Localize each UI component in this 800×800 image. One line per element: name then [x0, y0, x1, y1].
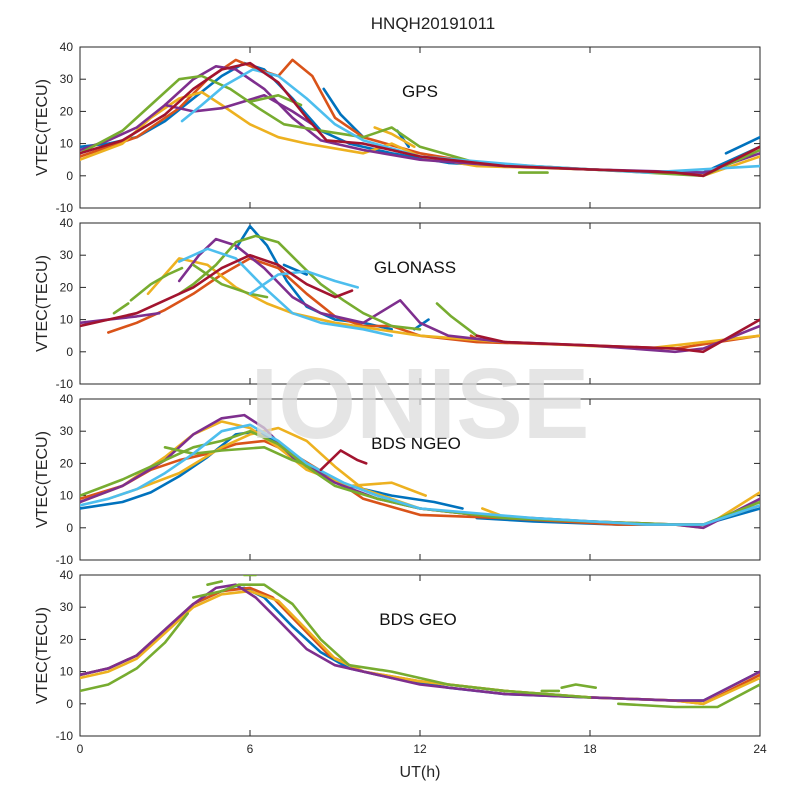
- y-tick-label: -10: [56, 553, 74, 567]
- y-tick-label: 10: [60, 313, 74, 327]
- vtec-series-line: [80, 311, 161, 325]
- vtec-series-line: [177, 237, 760, 354]
- plot-area: [79, 398, 761, 561]
- y-tick-label: 0: [66, 521, 73, 535]
- vtec-series-line: [560, 683, 597, 689]
- vtec-series-line: [724, 135, 760, 155]
- vtec-series-line: [80, 423, 760, 526]
- y-tick-label: 40: [60, 568, 74, 582]
- vtec-series-line: [129, 266, 184, 302]
- y-tick-label: 20: [60, 632, 74, 646]
- series-group: [80, 413, 760, 530]
- x-tick-label: 6: [247, 742, 254, 756]
- vtec-series-line: [80, 612, 189, 693]
- y-tick-label: 10: [60, 489, 74, 503]
- vtec-series-line: [163, 94, 314, 126]
- x-tick-label: 18: [583, 742, 597, 756]
- y-tick-label: 40: [60, 40, 74, 54]
- x-axis-label: UT(h): [400, 764, 441, 781]
- y-tick-label: 30: [60, 424, 74, 438]
- watermark-text: IONISE: [251, 348, 590, 460]
- y-tick-label: 20: [60, 456, 74, 470]
- y-tick-label: 20: [60, 104, 74, 118]
- y-tick-label: -10: [56, 377, 74, 391]
- panel-2: -10 0 10 20 30 40 VTEC(TECU) GLONASS: [34, 216, 761, 391]
- vtec-series-line: [177, 247, 393, 337]
- vtec-series-line: [80, 61, 760, 178]
- y-axis-label: VTEC(TECU): [34, 255, 51, 352]
- y-tick-label: 30: [60, 600, 74, 614]
- panel-label: BDS GEO: [379, 610, 456, 629]
- x-tick-label: 12: [413, 742, 427, 756]
- series-group: [80, 575, 760, 709]
- vtec-series-line: [248, 270, 359, 296]
- vtec-series-line: [373, 126, 416, 149]
- vtec-series-line: [112, 302, 130, 315]
- y-tick-label: 20: [60, 280, 74, 294]
- x-tick-label: 0: [77, 742, 84, 756]
- y-tick-label: 30: [60, 248, 74, 262]
- y-tick-label: -10: [56, 201, 74, 215]
- panel-label: GLONASS: [374, 258, 456, 277]
- plot-area: [79, 46, 761, 209]
- y-axis-label: VTEC(TECU): [34, 607, 51, 704]
- panel-label: BDS NGEO: [371, 434, 461, 453]
- vtec-series-line: [80, 253, 354, 328]
- panel-1: -10 0 10 20 30 40 VTEC(TECU) GPS: [34, 40, 761, 215]
- plot-area: [79, 222, 761, 385]
- vtec-series-line: [206, 580, 223, 586]
- series-group: [80, 224, 760, 354]
- y-tick-label: 40: [60, 392, 74, 406]
- vtec-series-line: [177, 234, 422, 331]
- y-tick-label: 30: [60, 72, 74, 86]
- y-tick-label: -10: [56, 729, 74, 743]
- y-axis-label: VTEC(TECU): [34, 431, 51, 528]
- series-group: [80, 58, 760, 178]
- plot-area: [79, 574, 761, 737]
- vtec-series-line: [192, 263, 269, 299]
- y-tick-label: 10: [60, 137, 74, 151]
- panel-label: GPS: [402, 82, 438, 101]
- y-tick-label: 0: [66, 697, 73, 711]
- chart-title: HNQH20191011: [371, 14, 495, 33]
- y-tick-label: 0: [66, 169, 73, 183]
- vtec-series-line: [80, 583, 760, 702]
- vtec-series-line: [475, 318, 760, 354]
- vtec-series-line: [319, 449, 368, 472]
- y-tick-label: 40: [60, 216, 74, 230]
- x-tick-label: 24: [753, 742, 767, 756]
- y-tick-label: 0: [66, 345, 73, 359]
- vtec-series-line: [617, 683, 760, 709]
- vtec-series-line: [192, 583, 592, 699]
- vtec-series-line: [163, 446, 314, 468]
- y-tick-label: 10: [60, 665, 74, 679]
- vtec-series-line: [435, 302, 478, 337]
- vtec-series-line: [322, 87, 365, 139]
- panel-3: -10 0 10 20 30 40 VTEC(TECU) BDS NGEO: [34, 392, 761, 567]
- y-axis-label: VTEC(TECU): [34, 79, 51, 176]
